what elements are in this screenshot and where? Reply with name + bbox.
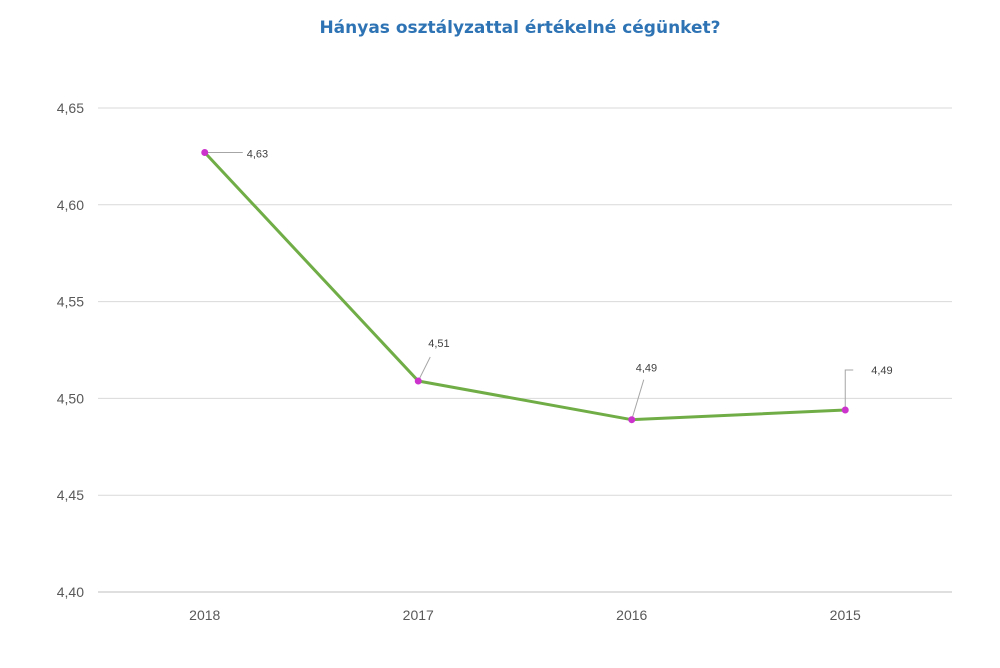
data-label-leader [631,379,645,420]
y-tick-label: 4,60 [57,197,84,213]
x-tick-label: 2018 [189,607,220,623]
x-axis-labels: 2018 2017 2016 2015 [189,607,861,623]
gridlines [98,107,952,496]
y-tick-label: 4,45 [57,487,84,503]
data-label-leader [417,356,431,382]
y-axis-labels: 4,40 4,45 4,50 4,55 4,60 4,65 [57,100,84,600]
x-tick-label: 2015 [830,607,861,623]
data-point [841,406,849,414]
data-points [201,149,849,424]
x-tick-label: 2017 [403,607,434,623]
data-label: 4,49 [871,365,892,377]
series-line-group [203,151,846,422]
data-label-leaders [204,152,854,420]
series-line [203,151,846,422]
y-tick-label: 4,40 [57,584,84,600]
data-label-leader [844,369,854,411]
y-tick-label: 4,55 [57,294,84,310]
data-label: 4,49 [636,363,657,375]
data-point [201,149,209,157]
y-tick-label: 4,50 [57,390,84,406]
chart-title: Hányas osztályzattal értékelné cégünket? [319,18,721,38]
data-label: 4,51 [428,338,449,350]
data-point [414,377,422,385]
x-tick-label: 2016 [616,607,647,623]
data-labels: 4,63 4,51 4,49 4,49 [247,149,893,377]
data-label: 4,63 [247,149,268,161]
y-tick-label: 4,65 [57,100,84,116]
data-point [628,416,636,424]
